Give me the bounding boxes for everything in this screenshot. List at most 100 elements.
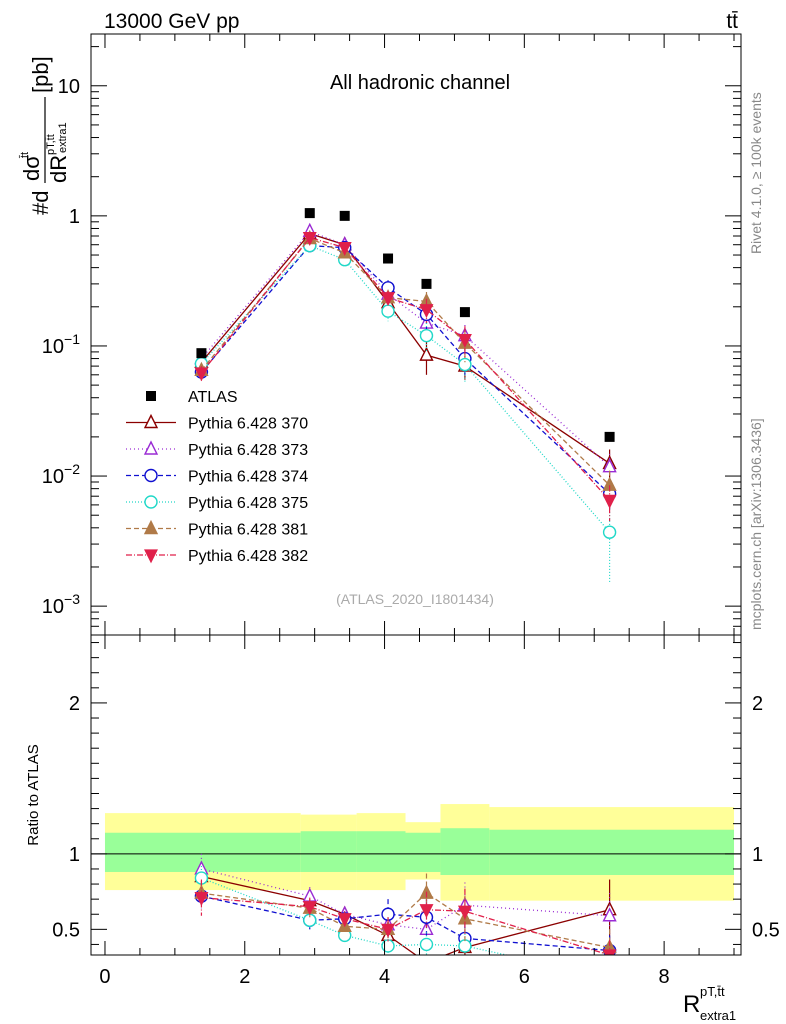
xlabel: R pT,t̄t extra1 (683, 984, 736, 1023)
ytick-base: 10 (42, 596, 64, 618)
ratio-frame (90, 634, 742, 956)
ratio-point-5-5 (457, 905, 472, 920)
series-point-3-4 (419, 328, 434, 343)
series-point-3-6 (602, 525, 617, 539)
ratio-ytick-label-left-2: 2 (69, 693, 80, 715)
legend: ATLAS Pythia 6.428 370 Pythia 6.428 373 Pyt… (126, 389, 308, 565)
ratio-point-3-5 (458, 939, 472, 953)
ratio-ytick-label-right-1: 1 (752, 844, 763, 866)
ylabel-denominator: dR (46, 155, 71, 183)
ytick-label-1: 10−2 (42, 461, 80, 488)
ratio-point-5-6 (602, 949, 617, 955)
atlas-point-0 (196, 348, 207, 359)
xtick-label-0: 0 (99, 966, 110, 988)
ratio-ytick-label-left-1: 1 (69, 844, 80, 866)
ytick-exponent: −1 (64, 331, 80, 347)
ratio-line-2 (201, 895, 610, 952)
ytick-base: 1 (69, 206, 80, 228)
xlabel-sup: pT,t̄t (700, 984, 725, 999)
ratio-point-3-4 (419, 937, 434, 952)
legend-label-0: ATLAS (188, 389, 238, 406)
uncertainty-band-inner-4 (440, 828, 490, 875)
process-label: tt̄ (726, 10, 738, 33)
ylabel-denominator-sup: pT,t̄t (45, 134, 57, 155)
ratio-point-5-1 (302, 901, 317, 916)
uncertainty-band-inner-2 (356, 831, 406, 872)
chart-title: All hadronic channel (330, 72, 510, 94)
ratio-panel: 0 2 4 6 8 0.5 0.5 1 1 2 2 (52, 634, 780, 988)
xlabel-sub: extra1 (700, 1008, 736, 1023)
series-point-5-4 (419, 304, 434, 319)
atlas-point-2 (339, 210, 350, 221)
series-point-5-1 (302, 232, 317, 246)
atlas-point-4 (421, 278, 432, 289)
ratio-axes: 0 2 4 6 8 0.5 0.5 1 1 2 2 (52, 635, 780, 988)
legend-label-6: Pythia 6.428 382 (188, 548, 308, 565)
ratio-point-3-3 (381, 939, 395, 953)
main-ylabel: #d dσ t̄t dR pT,t̄t extra1 [pb] (19, 56, 71, 215)
ratio-ytick-label-right-0: 0.5 (752, 919, 780, 941)
series-point-5-2 (337, 242, 352, 256)
uncertainty-band-inner-3 (405, 832, 441, 872)
ratio-ytick-label-left-0: 0.5 (52, 919, 80, 941)
mcplots-label: mcplots.cern.ch [arXiv:1306.3436] (748, 418, 764, 630)
series-point-5-0 (194, 367, 209, 382)
ytick-base: 10 (58, 76, 80, 98)
ytick-label-2: 10−1 (42, 331, 80, 358)
series-point-5-6 (602, 494, 617, 509)
ytick-label-0: 10−3 (42, 591, 80, 618)
ratio-point-1-6 (602, 907, 617, 922)
ratio-ylabel: Ratio to ATLAS (25, 744, 42, 845)
ratio-point-3-6 (604, 972, 616, 984)
ratio-point-0-4 (425, 953, 427, 955)
legend-marker-0 (146, 391, 156, 401)
ratio-plot-area (91, 804, 741, 984)
ratio-point-5-3 (381, 923, 396, 938)
main-frame (90, 33, 742, 636)
ytick-label-4: 10 (58, 76, 80, 98)
atlas-point-3 (383, 253, 394, 264)
ytick-exponent: −2 (64, 461, 80, 477)
legend-marker-4 (144, 495, 158, 509)
xtick-label-4: 4 (379, 966, 390, 988)
atlas-point-1 (304, 208, 315, 219)
series-point-3-3 (381, 304, 395, 318)
legend-label-5: Pythia 6.428 381 (188, 522, 308, 539)
ytick-base: 10 (42, 336, 64, 358)
ylabel-denominator-sub: extra1 (57, 122, 69, 153)
legend-marker-3 (144, 468, 158, 483)
ratio-point-5-4 (419, 904, 434, 919)
legend-label-2: Pythia 6.428 373 (188, 442, 308, 459)
ratio-point-5-0 (194, 892, 209, 906)
series-point-5-5 (457, 333, 472, 348)
ylabel-numerator-sup: t̄t (19, 152, 31, 159)
ylabel-unit: [pb] (28, 56, 53, 93)
xtick-label-2: 2 (239, 966, 250, 988)
ylabel-numerator: dσ (19, 155, 44, 181)
series-point-5-3 (381, 292, 396, 307)
ylabel-prefix: #d (28, 191, 53, 215)
uncertainty-band-inner-5 (489, 829, 735, 875)
ytick-label-3: 1 (69, 206, 80, 228)
ratio-ytick-label-right-2: 2 (752, 693, 763, 715)
legend-marker-1 (143, 413, 159, 429)
legend-marker-5 (143, 519, 159, 535)
atlas-point-6 (604, 431, 615, 442)
analysis-tag: (ATLAS_2020_I1801434) (336, 591, 494, 607)
atlas-point-5 (459, 307, 470, 318)
legend-marker-6 (144, 549, 158, 564)
xtick-label-8: 8 (659, 966, 670, 988)
series-point-0-4 (419, 346, 434, 361)
legend-marker-2 (143, 440, 159, 455)
legend-label-4: Pythia 6.428 375 (188, 495, 308, 512)
main-plot-area (194, 208, 617, 584)
xlabel-main: R (683, 991, 700, 1018)
xtick-label-6: 6 (519, 966, 530, 988)
rivet-label: Rivet 4.1.0, ≥ 100k events (748, 92, 764, 254)
series-point-3-5 (458, 357, 472, 372)
uncertainty-band-inner-1 (300, 831, 357, 872)
ratio-point-5-2 (337, 913, 352, 928)
